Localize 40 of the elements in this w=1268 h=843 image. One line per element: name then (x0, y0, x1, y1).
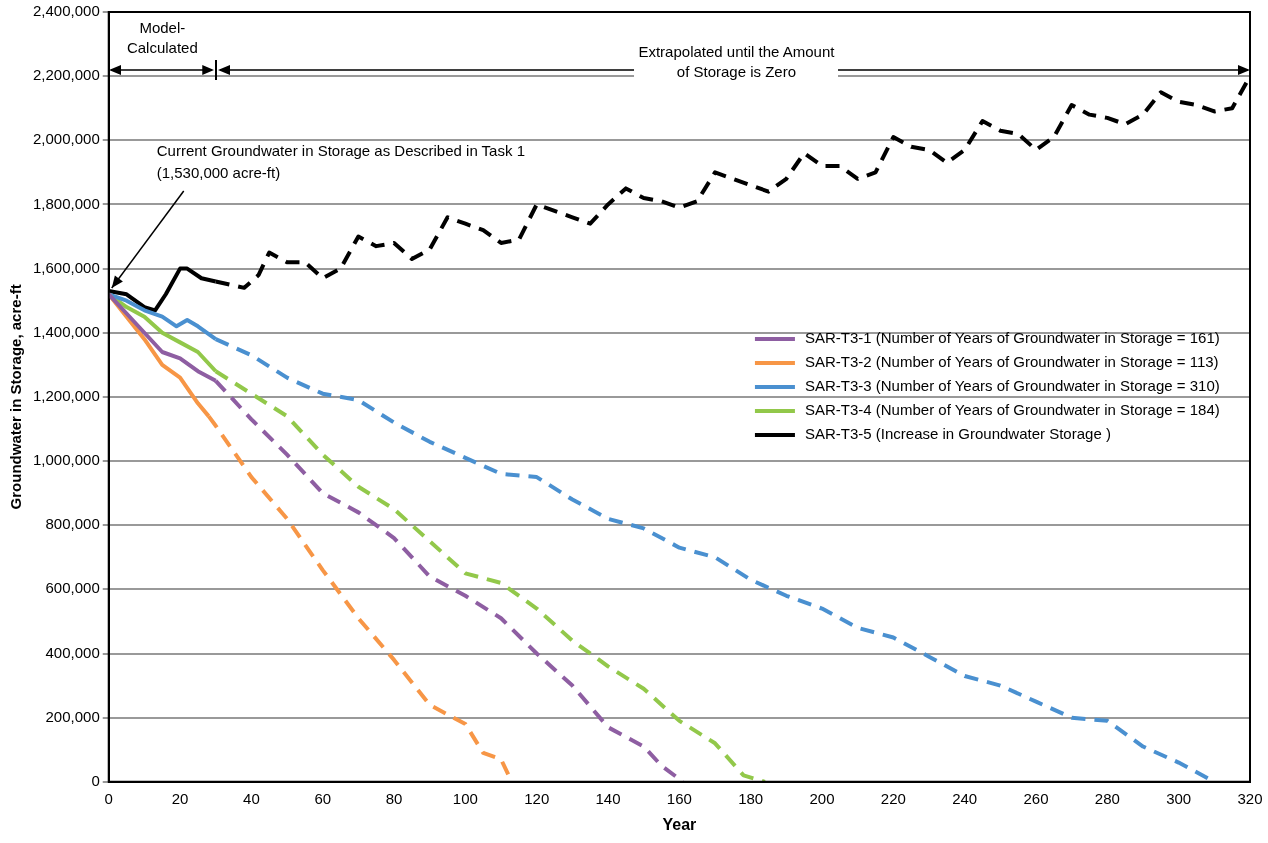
x-tick-label: 20 (171, 789, 189, 807)
x-tick-label: 180 (738, 789, 764, 807)
x-tick-label: 280 (1094, 789, 1120, 807)
x-tick-label: 40 (243, 789, 260, 807)
x-tick-label: 0 (104, 789, 113, 807)
x-tick-label: 320 (1237, 789, 1263, 807)
annotation: Model- Calculated (125, 17, 199, 58)
y-tick-label: 2,200,000 (33, 66, 100, 84)
x-tick-label: 220 (880, 789, 906, 807)
y-tick-label: 200,000 (45, 707, 100, 725)
x-axis-title: Year (662, 815, 697, 833)
legend-label: SAR-T3-2 (Number of Years of Groundwater in Storage = 113) (804, 353, 1219, 371)
y-tick-label: 1,600,000 (33, 258, 100, 276)
y-tick-label: 0 (91, 771, 100, 789)
y-tick-label: 2,000,000 (33, 130, 100, 148)
y-tick-label: 1,400,000 (33, 322, 100, 340)
legend-label: SAR-T3-5 (Increase in Groundwater Storage ) (804, 425, 1111, 443)
x-tick-label: 120 (524, 789, 550, 807)
x-tick-label: 60 (314, 789, 332, 807)
y-tick-label: 2,400,000 (33, 2, 100, 20)
y-tick-label: 1,800,000 (33, 194, 100, 212)
y-tick-label: 1,200,000 (33, 387, 100, 405)
x-tick-label: 140 (595, 789, 621, 807)
annotation: Extrapolated until the Amount of Storage is Zero (634, 41, 839, 82)
legend-label: SAR-T3-4 (Number of Years of Groundwater in Storage = 184) (804, 401, 1220, 419)
annotation: Current Groundwater in Storage as Described in Task 1 (1,530,000 acre-ft) (156, 142, 525, 182)
x-tick-label: 160 (666, 789, 692, 807)
y-tick-label: 600,000 (45, 579, 100, 597)
y-tick-label: 1,000,000 (33, 451, 100, 469)
x-tick-label: 240 (952, 789, 978, 807)
x-tick-label: 80 (385, 789, 403, 807)
y-tick-label: 800,000 (45, 515, 100, 533)
x-tick-label: 260 (1023, 789, 1049, 807)
x-tick-label: 200 (809, 789, 835, 807)
y-axis-title: Groundwater in Storage, acre-ft (7, 284, 25, 510)
x-tick-label: 300 (1166, 789, 1192, 807)
legend-label: SAR-T3-3 (Number of Years of Groundwater in Storage = 310) (804, 377, 1220, 395)
legend-label: SAR-T3-1 (Number of Years of Groundwater in Storage = 161) (804, 329, 1220, 347)
x-tick-label: 100 (452, 789, 478, 807)
y-tick-label: 400,000 (45, 643, 100, 661)
